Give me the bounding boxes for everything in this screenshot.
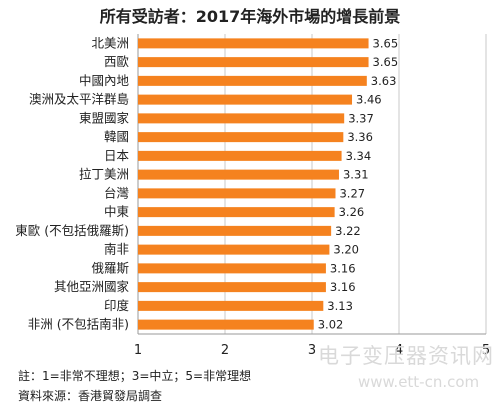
bar: [138, 132, 344, 143]
category-label: 其他亞洲國家: [54, 279, 130, 294]
category-label: 東盟國家: [79, 110, 130, 125]
bar: [138, 319, 314, 330]
bar: [138, 38, 369, 49]
bar: [138, 300, 324, 311]
bar: [138, 188, 336, 199]
category-label: 非洲 (不包括南非): [28, 317, 129, 332]
bar: [138, 225, 332, 236]
x-tick-label: 3: [308, 343, 316, 358]
bar: [138, 207, 335, 218]
bar: [138, 282, 326, 293]
bar: [138, 150, 342, 161]
bar: [138, 244, 330, 255]
bar-value-label: 3.20: [333, 243, 359, 257]
bar: [138, 75, 367, 86]
bar-value-label: 3.22: [335, 224, 361, 238]
category-label: 印度: [104, 298, 130, 313]
bar: [138, 94, 353, 105]
category-label: 台灣: [104, 185, 129, 200]
bar-value-label: 3.02: [318, 318, 344, 332]
category-label: 日本: [104, 148, 130, 163]
source-note: 資料來源：香港貿發局調查: [18, 388, 162, 403]
x-tick-label: 5: [482, 343, 490, 358]
bar: [138, 263, 326, 274]
category-label: 中東: [104, 204, 130, 219]
category-label: 北美洲: [91, 35, 129, 50]
scale-note: 註：1=非常不理想；3=中立；5=非常理想: [18, 368, 251, 383]
category-label: 俄羅斯: [91, 260, 129, 275]
bar-value-label: 3.65: [373, 55, 399, 69]
category-label: 拉丁美洲: [79, 167, 129, 182]
bar: [138, 169, 339, 180]
category-label: 西歐: [104, 54, 130, 69]
bar-value-label: 3.31: [343, 168, 369, 182]
bar-value-label: 3.16: [330, 280, 356, 294]
bar-value-label: 3.16: [330, 261, 356, 275]
watermark-url: www.ett-cn.com: [358, 373, 479, 391]
bar: [138, 57, 369, 68]
category-label: 澳洲及太平洋群島: [29, 92, 129, 107]
bar-value-label: 3.27: [339, 186, 365, 200]
bar-value-label: 3.26: [339, 205, 365, 219]
category-label: 中國內地: [79, 73, 130, 88]
category-label: 東歐 (不包括俄羅斯): [15, 223, 129, 238]
bar: [138, 113, 345, 124]
bars: 3.65 3.65 3.63 3.46 3.37 3.36 3.34 3.31 3.27 3.26…: [138, 36, 399, 332]
bar-value-label: 3.13: [327, 299, 353, 313]
x-tick-label: 1: [134, 343, 142, 358]
bar-value-label: 3.65: [373, 36, 399, 50]
bar-value-label: 3.63: [371, 74, 397, 88]
chart-title: 所有受訪者：2017年海外市場的增長前景: [100, 7, 401, 26]
bar-value-label: 3.36: [347, 130, 373, 144]
x-tick-label: 4: [395, 343, 403, 358]
x-axis-ticks: 1 2 3 4 5: [134, 343, 490, 358]
bar-value-label: 3.46: [356, 93, 382, 107]
watermark-text: 电子变压器资讯网: [318, 344, 494, 368]
bar-value-label: 3.37: [348, 111, 374, 125]
category-label: 南非: [104, 242, 129, 257]
category-label: 韓國: [104, 129, 129, 144]
bar-value-label: 3.34: [346, 149, 372, 163]
x-tick-label: 2: [221, 343, 229, 358]
